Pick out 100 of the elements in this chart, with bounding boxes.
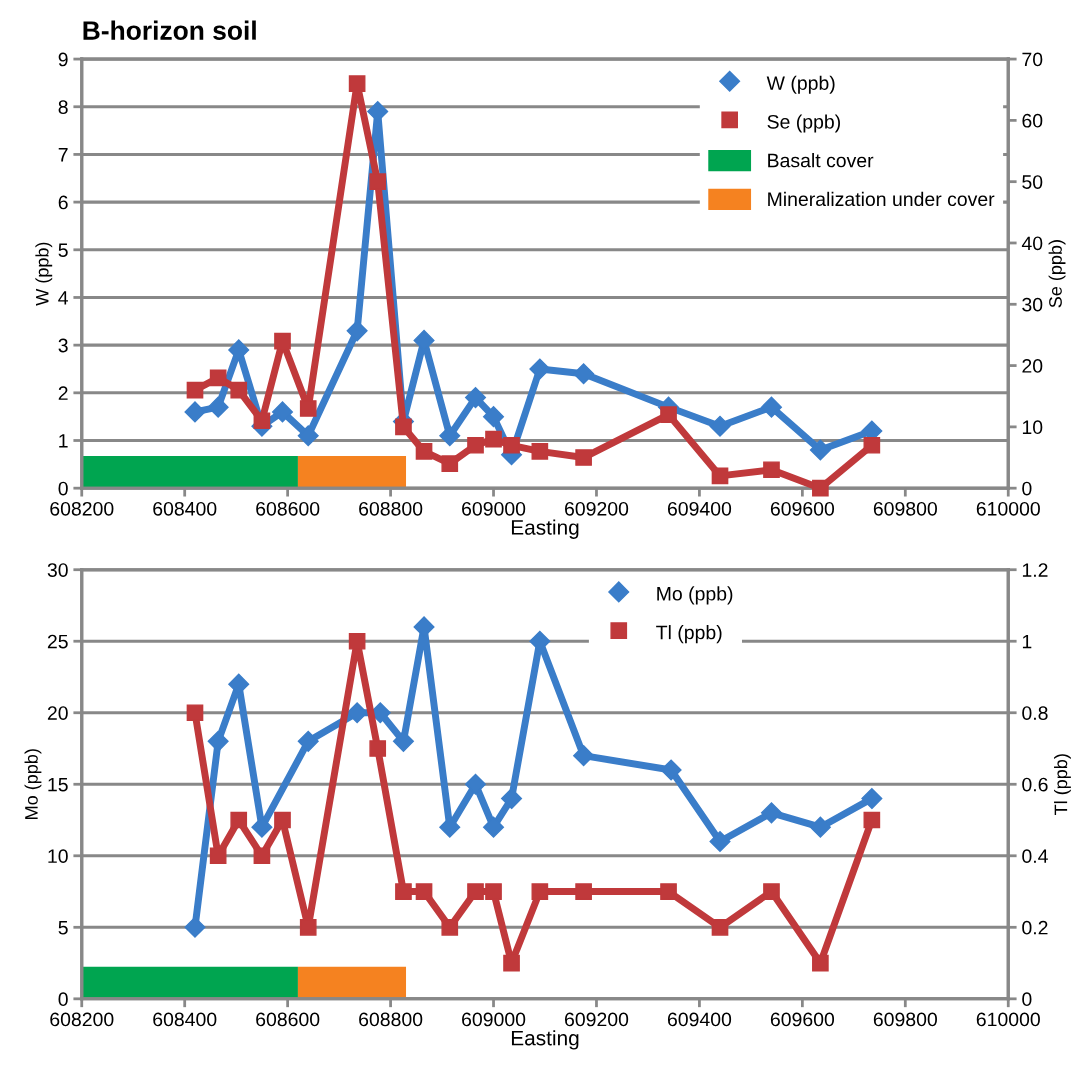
point [812,479,829,497]
y-tick-label: 5 [58,243,68,258]
y2-tick-label: 0.8 [1022,706,1048,720]
y-tick-label: 10 [48,849,68,864]
x-tick-label: 609000 [462,1012,526,1027]
x-tick-label: 608800 [359,1012,423,1027]
point [575,883,592,900]
point [660,759,682,781]
y2-tick-label: 40 [1021,236,1043,251]
point [467,436,484,454]
point [274,811,291,829]
point [760,802,782,824]
y2-tick-label: 20 [1022,359,1043,373]
y2-tick-label: 0 [1022,992,1032,1007]
point [812,954,829,972]
point [464,387,487,409]
point [501,788,523,810]
point [441,455,459,472]
point [369,173,387,191]
y2-tick-label: 10 [1022,420,1043,435]
x-tick-label: 609800 [873,501,937,516]
legend-label: Tl (ppb) [656,625,722,644]
point [274,332,291,350]
point [485,430,502,448]
point [531,883,549,900]
point [711,467,729,485]
point [230,811,248,829]
legend-label: Mineralization under cover [768,191,995,207]
point [415,443,433,460]
x-tick-label: 610000 [976,1012,1040,1027]
point [415,883,433,900]
y2-tick-label: 0 [1022,481,1032,496]
y2-tick-label: 70 [1022,52,1043,67]
point [369,740,387,757]
point [809,439,831,461]
y2-tick-label: 1 [1022,634,1032,649]
y-axis-title: Mo (ppb) [24,749,42,819]
point [483,406,505,428]
point [483,816,505,838]
point [207,730,229,752]
y-tick-label: 0 [58,992,68,1007]
point [184,916,206,938]
y-tick-label: 20 [47,706,68,720]
point [230,381,248,399]
point [348,75,366,92]
y-tick-label: 5 [58,920,68,935]
point [209,369,227,387]
point [395,418,412,436]
y2-tick-label: 1.2 [1022,563,1048,577]
point [464,773,487,795]
x-tick-label: 609400 [667,501,732,516]
point [529,358,551,380]
legend-label: W (ppb) [766,75,835,94]
y-tick-label: 4 [58,291,68,305]
y-axis-title: W (ppb) [35,242,53,306]
point [439,425,461,447]
point [348,632,366,650]
x-tick-label: 609200 [565,501,629,516]
y2-tick-label: 0.4 [1022,849,1048,864]
point [346,320,368,342]
x-tick-label: 609000 [462,501,526,516]
point [395,883,412,900]
y-tick-label: 7 [58,148,68,162]
point [709,830,731,852]
point [760,396,782,418]
point [299,918,317,936]
point [297,730,319,752]
point [186,704,204,722]
point [253,847,271,865]
point [531,443,549,460]
point [346,702,368,724]
point [207,396,229,418]
x-tick-label: 608600 [256,501,320,516]
point [392,730,414,752]
point [863,811,881,829]
point [503,954,520,972]
point [575,449,592,466]
x-tick-label: 609600 [770,1012,835,1027]
point [660,406,677,423]
legend-label: Se (ppb) [767,114,840,133]
y2-tick-label: 60 [1022,113,1043,128]
y2-axis-title: Tl (ppb) [1054,754,1071,815]
y2-tick-label: 0.6 [1022,777,1048,792]
point [184,401,206,423]
x-tick-label: 609800 [873,1012,937,1027]
point [485,883,502,900]
x-tick-label: 608200 [50,1012,114,1027]
x-tick-label: 608600 [256,1012,320,1027]
x-tick-label: 608400 [153,1012,217,1027]
x-tick-label: 608200 [50,501,114,516]
point [186,381,204,399]
point [253,412,271,430]
y-tick-label: 15 [48,777,68,792]
x-tick-label: 609200 [565,1012,629,1027]
y-tick-label: 9 [58,52,68,67]
point [573,745,595,767]
point [299,400,317,417]
y2-tick-label: 50 [1022,175,1043,189]
y-tick-label: 30 [47,563,68,577]
y-tick-label: 8 [58,100,68,114]
